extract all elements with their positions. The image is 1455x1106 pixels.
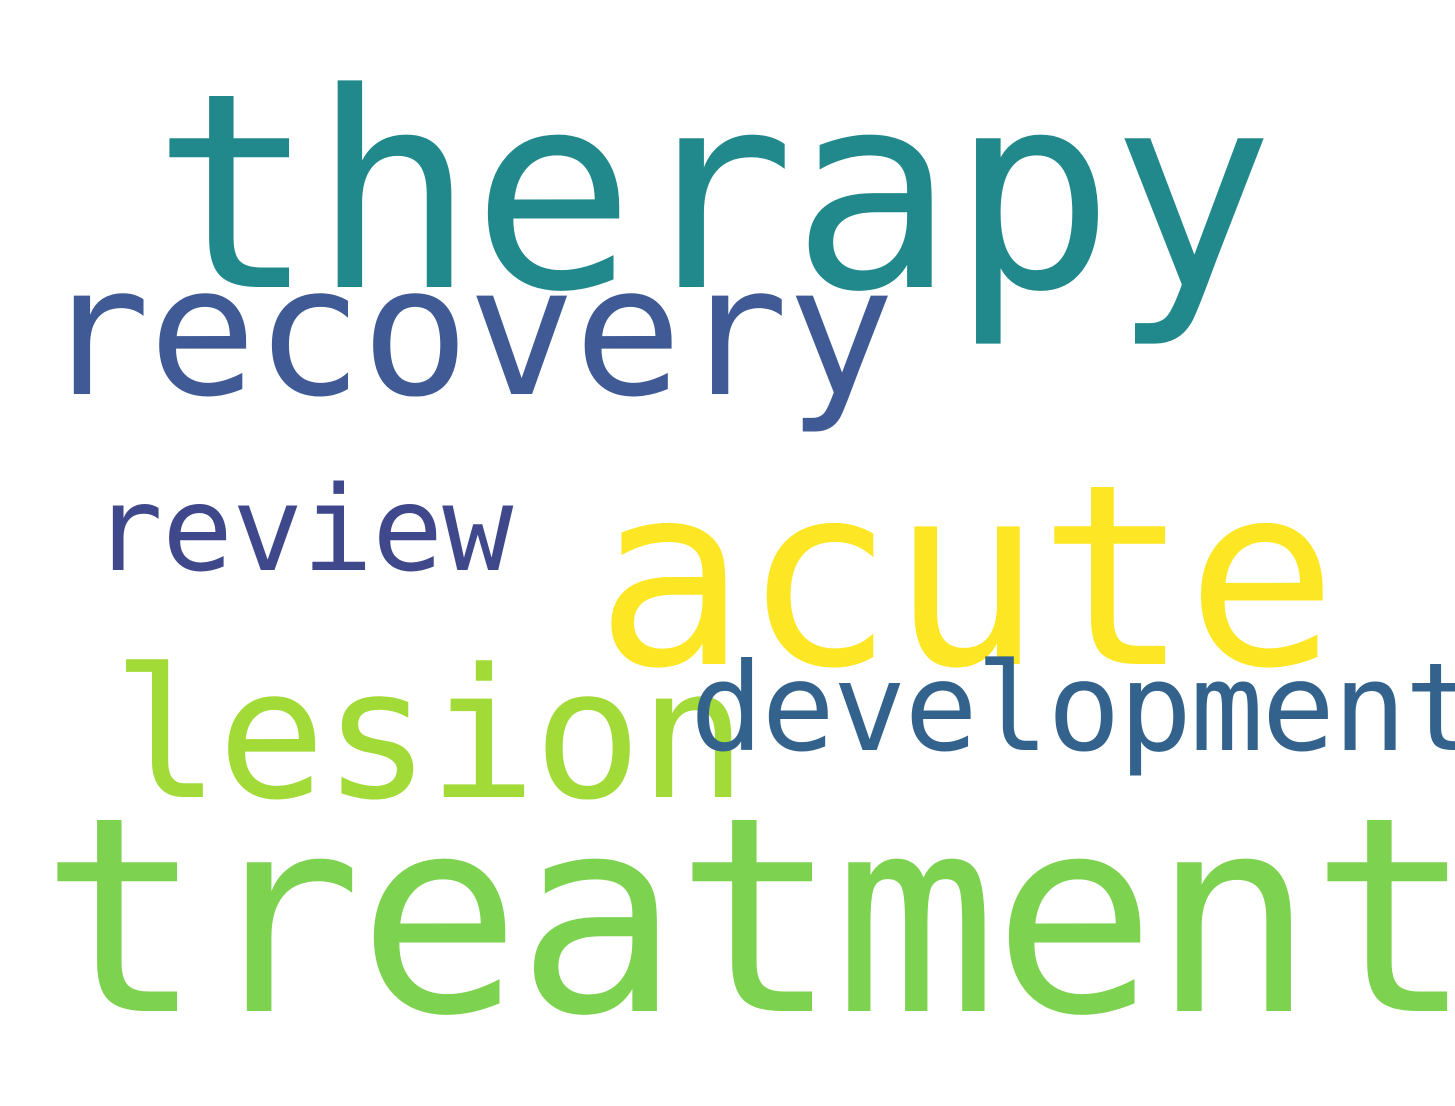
- word-development: development: [690, 637, 1455, 779]
- word-review: review: [92, 460, 513, 598]
- word-lesion: lesion: [112, 631, 747, 840]
- word-therapy: therapy: [152, 36, 1274, 352]
- word-recovery: recovery: [42, 228, 895, 437]
- word-acute: acute: [595, 431, 1338, 724]
- word-treatment: treatment: [40, 760, 1455, 1076]
